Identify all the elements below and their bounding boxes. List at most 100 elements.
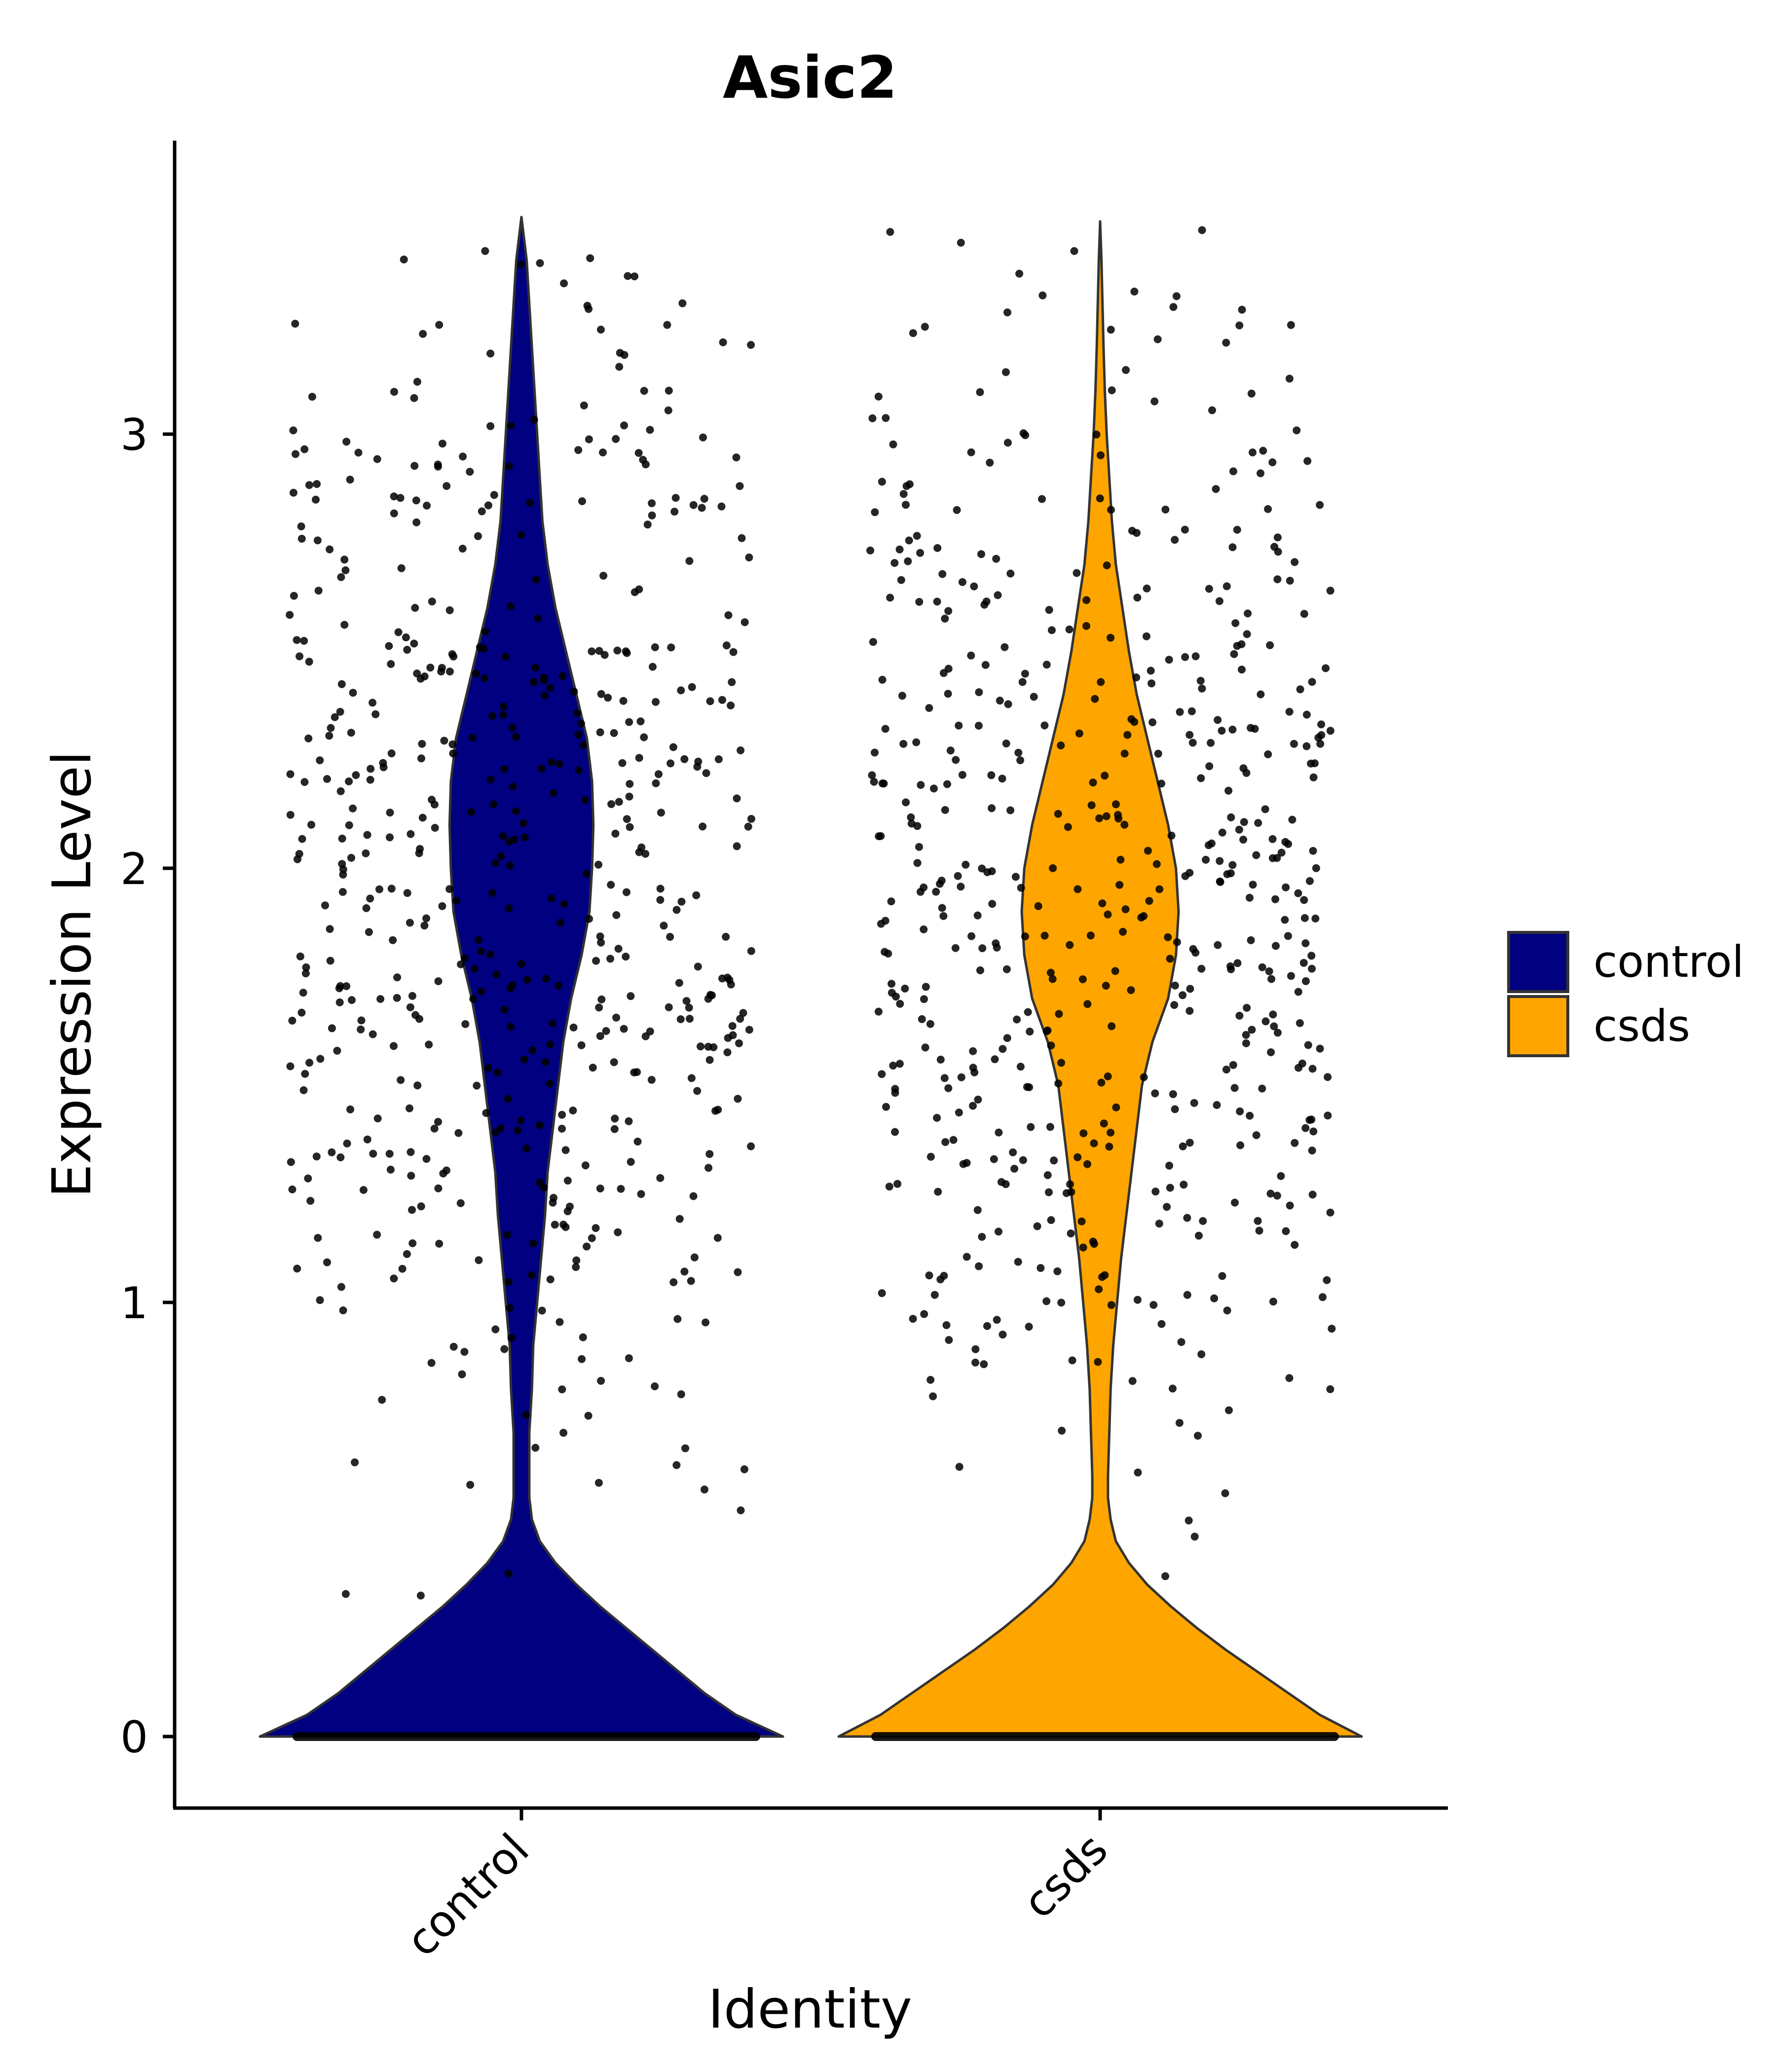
data-point — [990, 1155, 998, 1163]
data-point — [596, 728, 604, 737]
data-point — [574, 731, 583, 739]
data-point — [973, 1206, 982, 1214]
data-point — [538, 1306, 546, 1315]
data-point — [685, 557, 694, 565]
jitter-points-layer — [286, 226, 1339, 1741]
data-point — [999, 1331, 1007, 1339]
data-point — [672, 906, 681, 914]
data-point — [913, 859, 922, 867]
data-point — [626, 780, 634, 788]
data-point — [651, 1382, 659, 1391]
data-point — [636, 717, 645, 726]
data-point — [624, 272, 632, 280]
x-axis-title: Identity — [708, 1979, 912, 2040]
data-point — [574, 446, 583, 454]
data-point — [1055, 1010, 1063, 1018]
data-point — [1014, 748, 1023, 757]
data-point — [387, 885, 396, 893]
data-point — [393, 994, 401, 1002]
data-point — [510, 835, 518, 844]
data-point — [582, 870, 591, 878]
data-point — [1258, 963, 1266, 971]
data-point — [313, 536, 322, 545]
data-point — [1267, 1048, 1275, 1056]
data-point — [420, 922, 429, 930]
data-point — [620, 351, 629, 359]
data-point — [549, 789, 557, 797]
data-point — [477, 947, 485, 956]
data-point — [994, 591, 1002, 599]
data-point — [1239, 836, 1248, 844]
data-point — [292, 450, 299, 458]
data-point — [529, 678, 538, 686]
data-point — [978, 1233, 986, 1241]
data-point — [974, 722, 983, 730]
data-point — [998, 775, 1006, 783]
data-point — [604, 694, 612, 702]
data-point — [1002, 740, 1010, 748]
data-point — [338, 860, 346, 868]
data-point — [882, 414, 890, 422]
data-point — [983, 1322, 991, 1330]
data-point — [1064, 823, 1072, 831]
data-point — [1183, 1214, 1191, 1222]
data-point — [1287, 321, 1295, 329]
data-point — [735, 1039, 743, 1047]
data-point — [555, 981, 563, 990]
data-point — [1179, 991, 1187, 999]
data-point — [1169, 1090, 1177, 1098]
violin-csds — [837, 220, 1363, 1738]
data-point — [482, 1109, 490, 1117]
data-point — [1229, 1061, 1237, 1069]
data-point — [1167, 831, 1176, 840]
data-point — [940, 1074, 949, 1082]
data-point — [499, 710, 507, 719]
data-point — [434, 977, 443, 985]
data-point — [955, 721, 963, 730]
data-point — [999, 1045, 1007, 1053]
data-point — [704, 995, 712, 1003]
data-point — [643, 520, 652, 529]
data-point — [491, 859, 500, 867]
data-point — [474, 936, 482, 944]
data-point — [531, 1443, 540, 1452]
data-point — [1163, 1203, 1171, 1211]
data-point — [484, 1064, 492, 1072]
data-point — [546, 684, 555, 692]
data-point — [588, 1234, 596, 1242]
data-point — [1308, 1147, 1316, 1155]
data-point — [648, 511, 656, 519]
data-point — [1281, 838, 1290, 846]
data-point — [312, 495, 320, 504]
data-point — [551, 1221, 559, 1229]
data-point — [733, 794, 741, 803]
data-point — [349, 804, 357, 813]
data-point — [460, 1348, 469, 1356]
data-point — [326, 545, 334, 554]
data-point — [1079, 1129, 1088, 1138]
data-point — [675, 1215, 684, 1223]
data-point — [958, 771, 966, 779]
data-point — [669, 1278, 678, 1287]
data-point — [1205, 762, 1214, 771]
data-point — [299, 989, 307, 997]
data-point — [411, 604, 419, 612]
data-point — [387, 660, 395, 668]
data-point — [1295, 1019, 1304, 1027]
data-point — [886, 228, 894, 236]
data-point — [481, 247, 489, 255]
data-point — [1017, 884, 1025, 892]
data-point — [1102, 812, 1110, 820]
data-point — [1312, 864, 1320, 872]
data-point — [1269, 1297, 1277, 1306]
data-point — [1042, 661, 1051, 669]
data-point — [1128, 526, 1136, 535]
data-point — [594, 860, 602, 869]
data-point — [1161, 1572, 1170, 1580]
data-point — [297, 535, 306, 543]
data-point — [572, 1256, 581, 1264]
data-point — [672, 1461, 681, 1469]
data-point — [694, 757, 703, 766]
data-point — [1197, 964, 1206, 973]
data-point — [1048, 626, 1056, 634]
